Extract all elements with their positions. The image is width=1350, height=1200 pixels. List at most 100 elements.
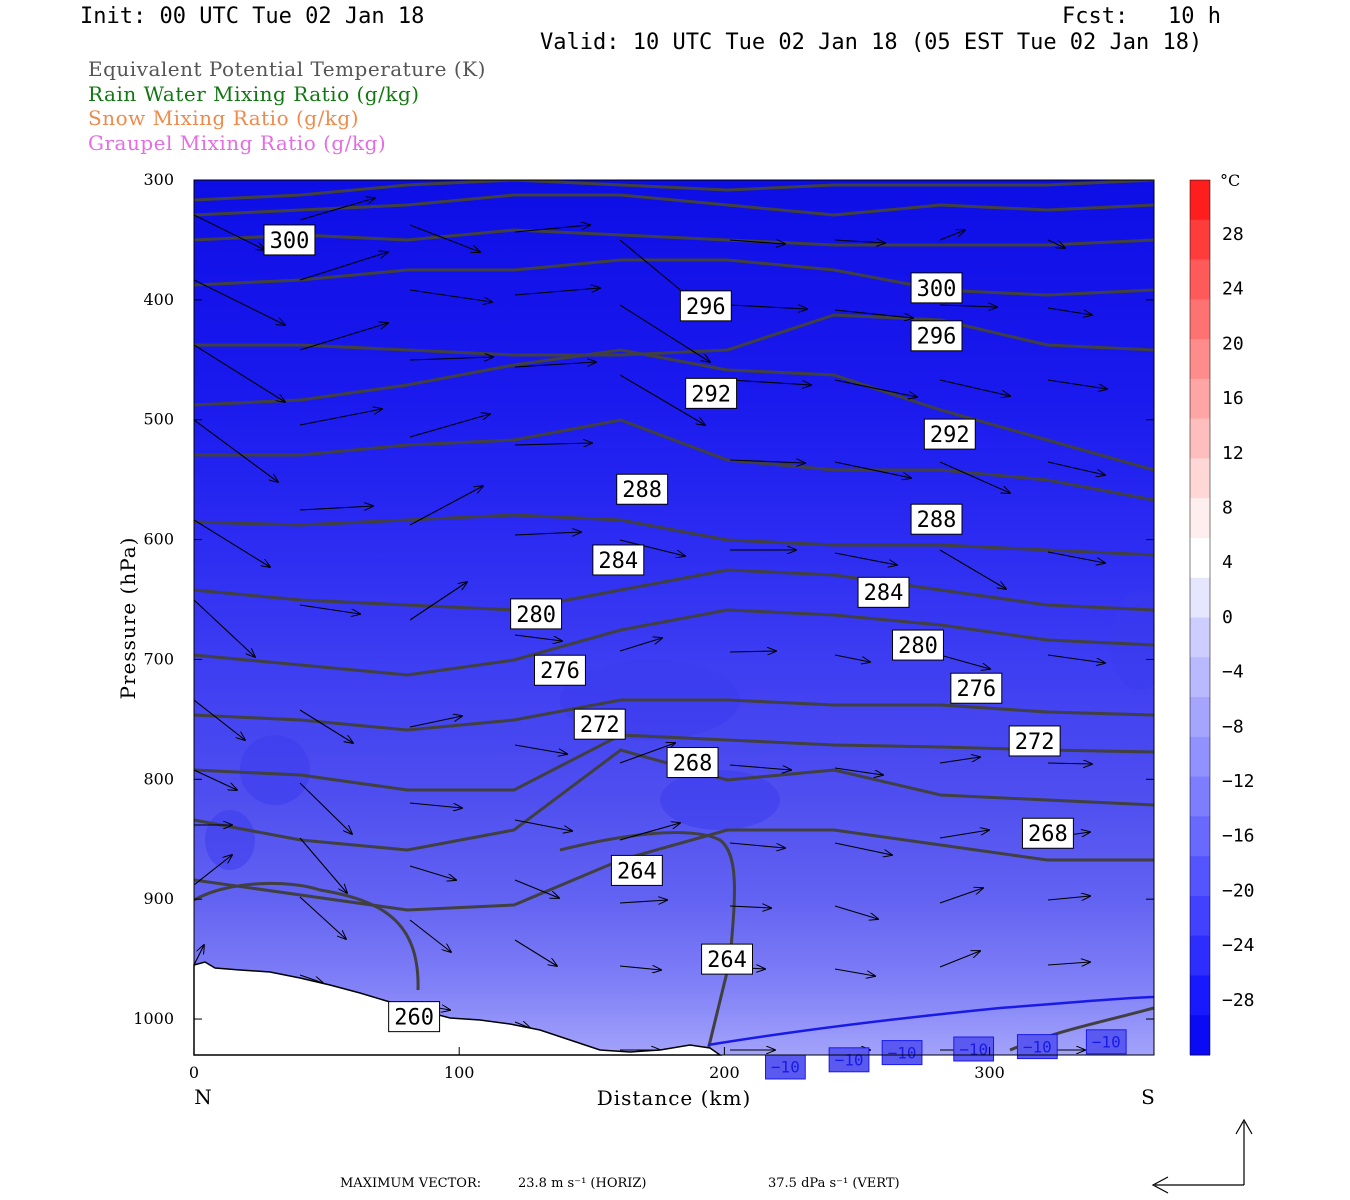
- theta-e-label: 264: [610, 854, 663, 886]
- colorbar-label: 20: [1222, 333, 1244, 354]
- wind-vector: [1047, 379, 1107, 389]
- y-tick-label: 900: [143, 889, 174, 908]
- wind-vector: [619, 966, 661, 970]
- wind-vector: [834, 552, 897, 565]
- temperature-shading: [194, 180, 1154, 1055]
- colorbar-swatch: [1190, 219, 1210, 261]
- theta-e-label: 288: [910, 503, 963, 535]
- wind-vector: [939, 379, 1010, 396]
- theta-e-contour: [194, 828, 1154, 912]
- svg-text:272: 272: [580, 713, 620, 738]
- wind-vector: [619, 239, 690, 298]
- wind-vector: [194, 279, 285, 325]
- wind-vector: [514, 362, 596, 368]
- y-tick-label: 800: [143, 769, 174, 788]
- wind-vector: [194, 419, 278, 482]
- wind-vector: [409, 865, 456, 880]
- wind-vector: [194, 699, 245, 740]
- theta-e-label: 260: [388, 1001, 441, 1033]
- wind-vector: [729, 240, 785, 244]
- wind-vector: [514, 744, 567, 754]
- colorbar-label: −24: [1222, 935, 1255, 956]
- shading-patch: [205, 810, 255, 870]
- colorbar-swatch: [1190, 776, 1210, 817]
- colorbar-swatch: [1190, 975, 1210, 1016]
- wind-vector: [1047, 551, 1105, 563]
- wind-vector: [834, 767, 883, 775]
- wind-vector: [299, 782, 352, 834]
- colorbar-label: −8: [1222, 716, 1244, 737]
- svg-text:292: 292: [930, 423, 970, 448]
- shading-patch: [1110, 590, 1154, 690]
- wind-vector: [409, 716, 462, 728]
- wind-vector: [619, 823, 680, 841]
- wind-vector: [409, 289, 492, 302]
- wind-vector: [1047, 962, 1090, 965]
- wind-vector: [1047, 239, 1065, 248]
- wind-vector: [834, 654, 870, 662]
- theta-e-label: 268: [666, 747, 719, 779]
- colorbar-swatch: [1190, 339, 1210, 380]
- theta-e-label: 272: [1008, 725, 1061, 757]
- wind-vector: [514, 225, 590, 233]
- theta-e-contour: [194, 228, 1154, 247]
- colorbar-label: −28: [1222, 990, 1255, 1011]
- colorbar-label: 16: [1222, 388, 1244, 409]
- y-tick-label: 500: [143, 410, 174, 429]
- wind-vector: [939, 230, 965, 241]
- svg-text:264: 264: [707, 948, 747, 973]
- max-vector-horiz: 23.8 m s⁻¹ (HORIZ): [518, 1176, 647, 1191]
- x-tick-label: 200: [709, 1063, 740, 1082]
- wind-vector: [1047, 654, 1105, 663]
- svg-text:288: 288: [917, 508, 957, 533]
- theta-e-label: 284: [857, 576, 910, 608]
- wind-vector: [729, 460, 805, 463]
- wind-vector: [409, 919, 451, 952]
- svg-text:296: 296: [686, 295, 726, 320]
- theta-e-contour: [194, 881, 420, 991]
- colorbar-label: 28: [1222, 224, 1244, 245]
- colorbar-swatch: [1190, 895, 1210, 937]
- theta-e-label: 292: [923, 418, 976, 450]
- wind-vector: [619, 374, 705, 425]
- svg-text:−10: −10: [835, 1051, 864, 1070]
- wind-vector: [299, 604, 360, 614]
- wind-vector: [729, 842, 785, 848]
- theta-e-label: 292: [685, 377, 738, 409]
- svg-text:−10: −10: [1023, 1037, 1052, 1056]
- svg-text:280: 280: [898, 634, 938, 659]
- x-tick-label: 300: [974, 1063, 1005, 1082]
- x-tick-label: 100: [444, 1063, 475, 1082]
- colorbar-swatch: [1190, 856, 1210, 897]
- svg-text:−10: −10: [888, 1043, 917, 1062]
- wind-vector: [409, 357, 493, 360]
- temperature-label: −10: [953, 1036, 995, 1062]
- wind-vector: [194, 599, 255, 657]
- colorbar-swatch: [1190, 1015, 1210, 1056]
- theta-e-label: 284: [592, 544, 645, 576]
- svg-text:−10: −10: [771, 1058, 800, 1077]
- valid-time: Valid: 10 UTC Tue 02 Jan 18 (05 EST Tue …: [540, 30, 1203, 55]
- svg-text:−10: −10: [959, 1040, 988, 1059]
- colorbar-swatch: [1190, 418, 1210, 459]
- wind-vector: [939, 888, 983, 904]
- wind-vector: [619, 539, 685, 556]
- colorbar-swatch: [1190, 498, 1210, 539]
- theta-e-label: 300: [910, 272, 963, 304]
- colorbar-label: 8: [1222, 498, 1233, 519]
- wind-vector: [514, 634, 562, 641]
- plot-frame: [193, 179, 1155, 1056]
- wind-vector: [299, 709, 353, 743]
- svg-text:276: 276: [540, 659, 580, 684]
- wind-vector: [1047, 307, 1092, 315]
- wind-vector: [514, 288, 600, 296]
- legend-snow: Snow Mixing Ratio (g/kg): [88, 106, 360, 130]
- wind-vector: [834, 842, 892, 855]
- svg-text:280: 280: [516, 603, 556, 628]
- colorbar-label: 12: [1222, 443, 1244, 464]
- wind-vector: [194, 855, 232, 886]
- svg-text:264: 264: [617, 859, 657, 884]
- colorbar-swatch: [1190, 577, 1210, 618]
- colorbar-swatch: [1190, 935, 1210, 976]
